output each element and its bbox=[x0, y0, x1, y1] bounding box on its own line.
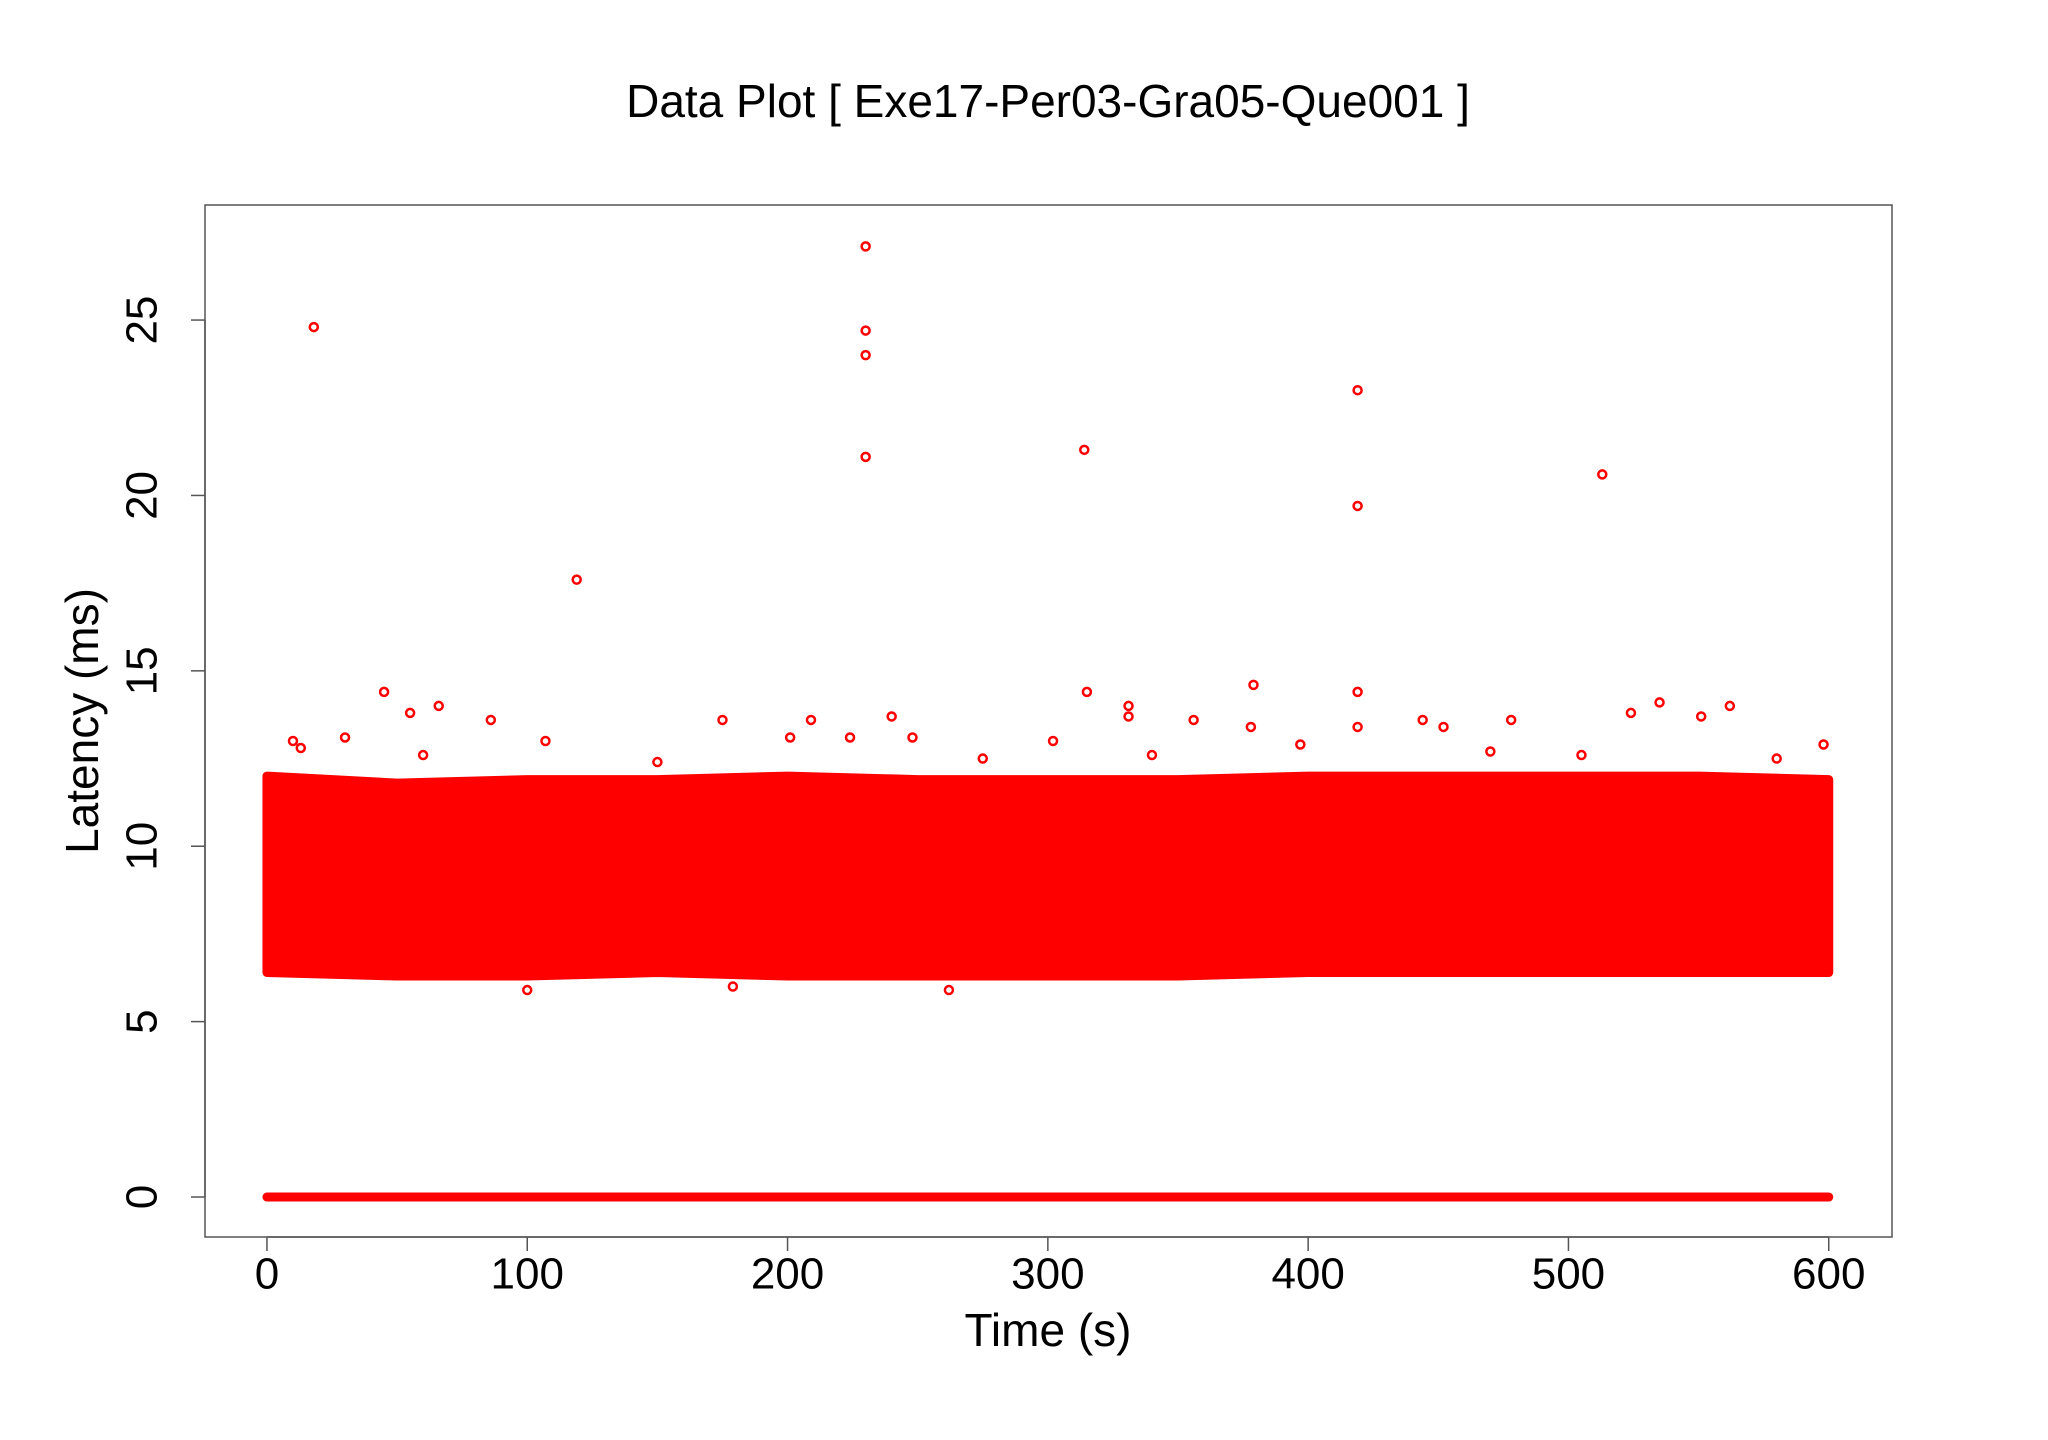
y-tick-label: 0 bbox=[118, 1185, 167, 1209]
point bbox=[784, 732, 796, 743]
point bbox=[287, 735, 299, 747]
point bbox=[308, 321, 320, 333]
point bbox=[652, 756, 663, 768]
point bbox=[1146, 749, 1158, 761]
point bbox=[1485, 746, 1496, 757]
point bbox=[1352, 686, 1363, 698]
point bbox=[1188, 714, 1199, 726]
point bbox=[1352, 500, 1363, 512]
chart-title: Data Plot [ Exe17-Per03-Gra05-Que001 ] bbox=[626, 75, 1470, 127]
point bbox=[1417, 714, 1428, 726]
y-axis-label: Latency (ms) bbox=[56, 588, 108, 854]
point bbox=[404, 707, 416, 719]
x-tick-label: 0 bbox=[255, 1250, 279, 1299]
y-tick-label: 10 bbox=[118, 822, 167, 871]
point bbox=[727, 981, 739, 992]
point bbox=[717, 714, 728, 726]
point bbox=[1352, 721, 1363, 733]
point bbox=[1625, 707, 1637, 719]
point bbox=[860, 349, 871, 361]
point bbox=[1245, 721, 1257, 733]
point bbox=[1123, 711, 1134, 722]
point bbox=[1352, 384, 1363, 396]
point bbox=[1505, 714, 1517, 726]
point bbox=[1576, 749, 1587, 761]
point bbox=[339, 732, 351, 743]
point bbox=[1123, 700, 1134, 712]
point bbox=[522, 984, 533, 996]
point bbox=[378, 686, 390, 698]
point bbox=[1248, 679, 1259, 691]
y-tick-label: 5 bbox=[118, 1009, 167, 1033]
point bbox=[485, 714, 497, 726]
x-tick-label: 300 bbox=[1011, 1250, 1084, 1299]
point bbox=[844, 732, 856, 743]
point bbox=[1818, 739, 1829, 750]
x-tick-label: 600 bbox=[1792, 1250, 1865, 1299]
point bbox=[1695, 711, 1707, 722]
point bbox=[1295, 739, 1306, 750]
x-tick-label: 100 bbox=[491, 1250, 564, 1299]
point bbox=[1654, 697, 1665, 708]
point bbox=[433, 700, 444, 712]
point bbox=[860, 451, 871, 463]
x-axis-label: Time (s) bbox=[965, 1304, 1132, 1356]
point bbox=[860, 241, 871, 252]
point bbox=[571, 574, 582, 585]
point-band bbox=[262, 771, 1834, 981]
x-tick-label: 500 bbox=[1532, 1250, 1605, 1299]
point bbox=[1081, 686, 1093, 698]
point bbox=[977, 753, 989, 764]
point bbox=[540, 735, 551, 747]
x-tick-label: 400 bbox=[1271, 1250, 1344, 1299]
point bbox=[295, 742, 307, 754]
point bbox=[1079, 444, 1090, 456]
point bbox=[1724, 700, 1736, 712]
y-tick-label: 25 bbox=[118, 296, 167, 345]
point bbox=[943, 984, 955, 996]
y-tick-label: 15 bbox=[118, 646, 167, 695]
y-tick-label: 20 bbox=[118, 471, 167, 520]
point bbox=[1438, 721, 1449, 733]
point bbox=[417, 749, 429, 761]
point bbox=[1771, 753, 1782, 764]
point bbox=[1047, 735, 1059, 747]
point bbox=[886, 711, 897, 722]
x-tick-label: 200 bbox=[751, 1250, 824, 1299]
point bbox=[805, 714, 817, 726]
point bbox=[860, 325, 871, 336]
point bbox=[907, 732, 918, 743]
point bbox=[1597, 469, 1608, 480]
